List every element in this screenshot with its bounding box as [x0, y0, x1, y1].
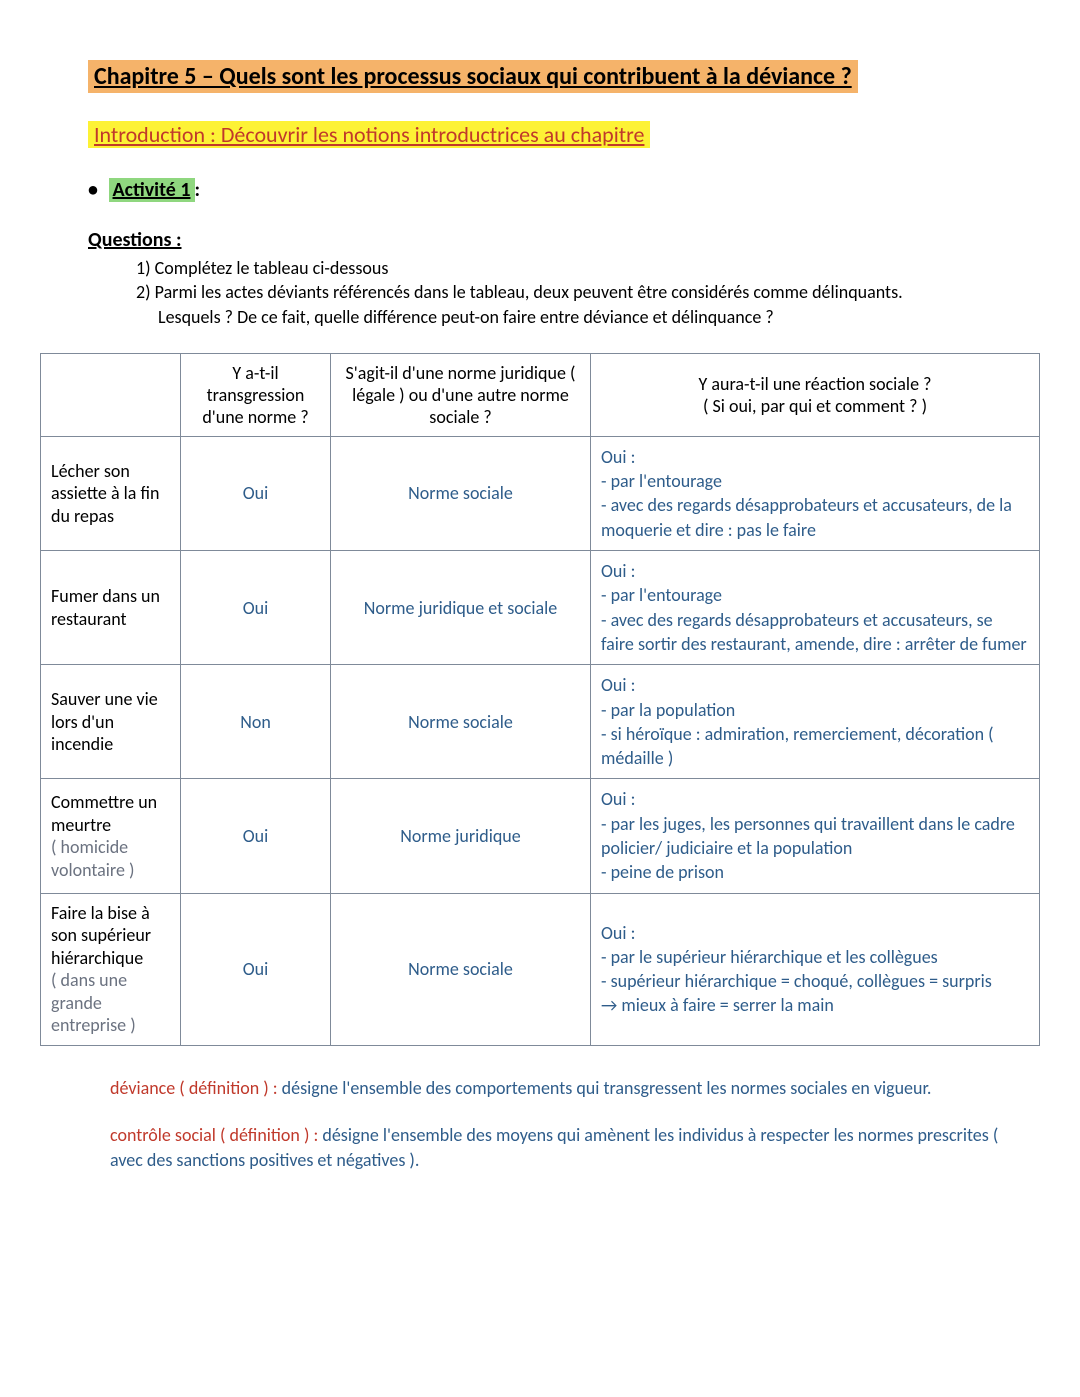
table-row: Commettre un meurtre( homicide volontair… [41, 779, 1040, 893]
table-row: Fumer dans un restaurant OuiNorme juridiq… [41, 551, 1040, 665]
chapter-title-row: Chapitre 5 – Quels sont les processus so… [40, 60, 1040, 121]
row-label-main: Commettre un meurtre [51, 791, 157, 836]
cell-reaction: Oui :- par l'entourage- avec des regards… [591, 436, 1040, 550]
definition-text: désigne l'ensemble des comportements qui… [282, 1077, 932, 1099]
intro-title-row: Introduction : Découvrir les notions int… [40, 121, 1040, 178]
cell-reaction: Oui :- par la population- si héroïque : … [591, 665, 1040, 779]
row-label-main: Fumer dans un restaurant [51, 585, 160, 630]
intro-title: Introduction : Découvrir les notions int… [88, 121, 650, 148]
row-label-main: Faire la bise à son supérieur hiérarchiq… [51, 902, 151, 969]
th-reaction-line1: Y aura-t-il une réaction sociale ? [601, 373, 1029, 395]
table-row: Sauver une vie lors d'un incendie NonNorm… [41, 665, 1040, 779]
cell-transgression: Oui [181, 436, 331, 550]
definitions-block: déviance ( définition ) : désigne l'ense… [110, 1076, 1020, 1174]
row-label-main: Lécher son assiette à la fin du repas [51, 460, 159, 527]
cell-norme: Norme sociale [331, 436, 591, 550]
cell-norme: Norme sociale [331, 893, 591, 1045]
cell-transgression: Non [181, 665, 331, 779]
th-norme: S'agit-il d'une norme juridique ( légale… [331, 353, 591, 436]
table-body: Lécher son assiette à la fin du repas Oui… [41, 436, 1040, 1045]
main-table: Y a-t-il transgression d'une norme ? S'a… [40, 353, 1040, 1046]
cell-norme: Norme juridique et sociale [331, 551, 591, 665]
row-label: Commettre un meurtre( homicide volontair… [41, 779, 181, 893]
cell-norme: Norme sociale [331, 665, 591, 779]
activity-row: • Activité 1 : [88, 178, 1040, 202]
cell-norme: Norme juridique [331, 779, 591, 893]
question-1: 1) Complétez le tableau ci-dessous [136, 256, 1040, 280]
activity-colon: : [195, 178, 201, 202]
cell-transgression: Oui [181, 779, 331, 893]
th-empty [41, 353, 181, 436]
row-label-paren: ( dans une grande entreprise ) [51, 969, 136, 1036]
question-2-sub: Lesquels ? De ce fait, quelle différence… [158, 305, 1040, 329]
th-transgression: Y a-t-il transgression d'une norme ? [181, 353, 331, 436]
row-label: Lécher son assiette à la fin du repas [41, 436, 181, 550]
chapter-title: Chapitre 5 – Quels sont les processus so… [88, 60, 858, 93]
table-row: Lécher son assiette à la fin du repas Oui… [41, 436, 1040, 550]
questions-heading: Questions : [88, 228, 1040, 252]
cell-transgression: Oui [181, 893, 331, 1045]
cell-reaction: Oui :- par les juges, les personnes qui … [591, 779, 1040, 893]
definition: déviance ( définition ) : désigne l'ense… [110, 1076, 1020, 1101]
row-label-main: Sauver une vie lors d'un incendie [51, 688, 158, 755]
cell-reaction: Oui :- par le supérieur hiérarchique et … [591, 893, 1040, 1045]
th-reaction: Y aura-t-il une réaction sociale ? ( Si … [591, 353, 1040, 436]
definition-term: contrôle social ( définition ) : [110, 1124, 322, 1146]
bullet-icon: • [88, 178, 98, 202]
table-row: Faire la bise à son supérieur hiérarchiq… [41, 893, 1040, 1045]
th-reaction-line2: ( Si oui, par qui et comment ? ) [601, 395, 1029, 417]
row-label: Fumer dans un restaurant [41, 551, 181, 665]
question-2: 2) Parmi les actes déviants référencés d… [136, 280, 1040, 304]
document-page: Chapitre 5 – Quels sont les processus so… [0, 0, 1080, 1255]
table-header-row: Y a-t-il transgression d'une norme ? S'a… [41, 353, 1040, 436]
activity-label: Activité 1 [109, 178, 195, 202]
definition-term: déviance ( définition ) : [110, 1077, 282, 1099]
row-label: Sauver une vie lors d'un incendie [41, 665, 181, 779]
cell-transgression: Oui [181, 551, 331, 665]
row-label: Faire la bise à son supérieur hiérarchiq… [41, 893, 181, 1045]
row-label-paren: ( homicide volontaire ) [51, 836, 134, 881]
cell-reaction: Oui :- par l'entourage- avec des regards… [591, 551, 1040, 665]
definition: contrôle social ( définition ) : désigne… [110, 1123, 1020, 1173]
